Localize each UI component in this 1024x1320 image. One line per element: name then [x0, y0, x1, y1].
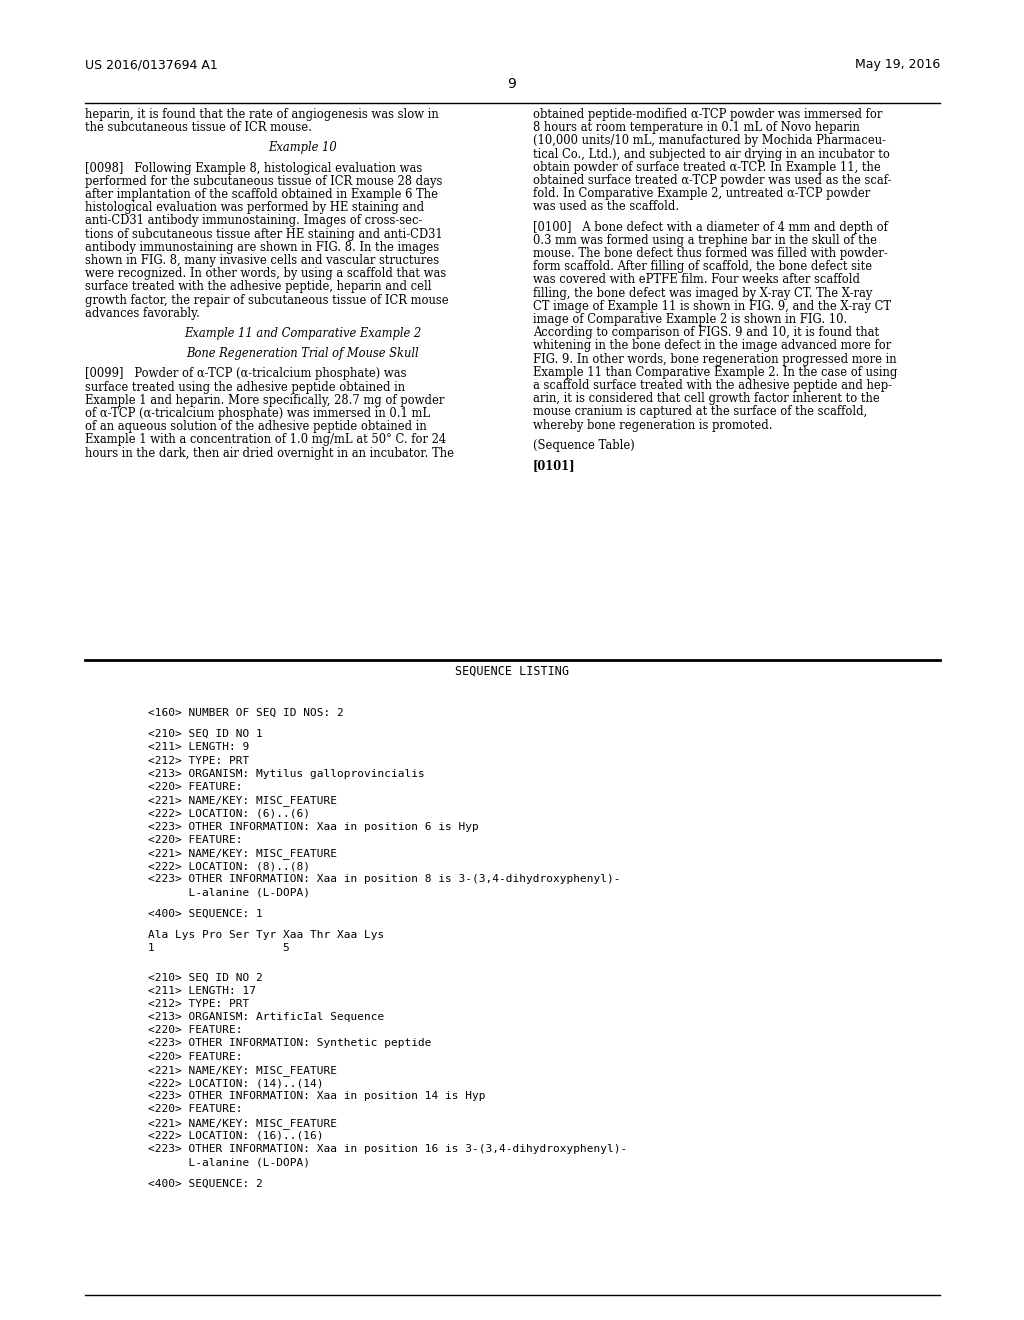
Text: anti-CD31 antibody immunostaining. Images of cross-sec-: anti-CD31 antibody immunostaining. Image…	[85, 214, 422, 227]
Text: Example 10: Example 10	[268, 141, 337, 154]
Text: Example 1 and heparin. More specifically, 28.7 mg of powder: Example 1 and heparin. More specifically…	[85, 393, 444, 407]
Text: SEQUENCE LISTING: SEQUENCE LISTING	[455, 665, 569, 678]
Text: were recognized. In other words, by using a scaffold that was: were recognized. In other words, by usin…	[85, 267, 446, 280]
Text: shown in FIG. 8, many invasive cells and vascular structures: shown in FIG. 8, many invasive cells and…	[85, 253, 439, 267]
Text: 9: 9	[508, 77, 516, 91]
Text: <223> OTHER INFORMATION: Xaa in position 14 is Hyp: <223> OTHER INFORMATION: Xaa in position…	[148, 1092, 485, 1101]
Text: surface treated with the adhesive peptide, heparin and cell: surface treated with the adhesive peptid…	[85, 280, 431, 293]
Text: Example 11 than Comparative Example 2. In the case of using: Example 11 than Comparative Example 2. I…	[534, 366, 897, 379]
Text: <222> LOCATION: (8)..(8): <222> LOCATION: (8)..(8)	[148, 861, 310, 871]
Text: of an aqueous solution of the adhesive peptide obtained in: of an aqueous solution of the adhesive p…	[85, 420, 427, 433]
Text: <212> TYPE: PRT: <212> TYPE: PRT	[148, 999, 249, 1008]
Text: growth factor, the repair of subcutaneous tissue of ICR mouse: growth factor, the repair of subcutaneou…	[85, 293, 449, 306]
Text: image of Comparative Example 2 is shown in FIG. 10.: image of Comparative Example 2 is shown …	[534, 313, 847, 326]
Text: mouse. The bone defect thus formed was filled with powder-: mouse. The bone defect thus formed was f…	[534, 247, 888, 260]
Text: <160> NUMBER OF SEQ ID NOS: 2: <160> NUMBER OF SEQ ID NOS: 2	[148, 708, 344, 718]
Text: Example 1 with a concentration of 1.0 mg/mL at 50° C. for 24: Example 1 with a concentration of 1.0 mg…	[85, 433, 446, 446]
Text: Bone Regeneration Trial of Mouse Skull: Bone Regeneration Trial of Mouse Skull	[186, 347, 419, 360]
Text: 8 hours at room temperature in 0.1 mL of Novo heparin: 8 hours at room temperature in 0.1 mL of…	[534, 121, 860, 135]
Text: <221> NAME/KEY: MISC_FEATURE: <221> NAME/KEY: MISC_FEATURE	[148, 795, 337, 807]
Text: FIG. 9. In other words, bone regeneration progressed more in: FIG. 9. In other words, bone regeneratio…	[534, 352, 897, 366]
Text: US 2016/0137694 A1: US 2016/0137694 A1	[85, 58, 218, 71]
Text: <221> NAME/KEY: MISC_FEATURE: <221> NAME/KEY: MISC_FEATURE	[148, 1065, 337, 1076]
Text: obtain powder of surface treated α-TCP. In Example 11, the: obtain powder of surface treated α-TCP. …	[534, 161, 881, 174]
Text: 1                   5: 1 5	[148, 944, 290, 953]
Text: <220> FEATURE:: <220> FEATURE:	[148, 1105, 243, 1114]
Text: <211> LENGTH: 9: <211> LENGTH: 9	[148, 742, 249, 752]
Text: (10,000 units/10 mL, manufactured by Mochida Pharmaceu-: (10,000 units/10 mL, manufactured by Moc…	[534, 135, 886, 148]
Text: <220> FEATURE:: <220> FEATURE:	[148, 1026, 243, 1035]
Text: <221> NAME/KEY: MISC_FEATURE: <221> NAME/KEY: MISC_FEATURE	[148, 1118, 337, 1129]
Text: <213> ORGANISM: ArtificIal Sequence: <213> ORGANISM: ArtificIal Sequence	[148, 1012, 384, 1022]
Text: May 19, 2016: May 19, 2016	[855, 58, 940, 71]
Text: L-alanine (L-DOPA): L-alanine (L-DOPA)	[148, 887, 310, 898]
Text: [0101]: [0101]	[534, 459, 575, 473]
Text: <220> FEATURE:: <220> FEATURE:	[148, 834, 243, 845]
Text: obtained peptide-modified α-TCP powder was immersed for: obtained peptide-modified α-TCP powder w…	[534, 108, 883, 121]
Text: was covered with ePTFE film. Four weeks after scaffold: was covered with ePTFE film. Four weeks …	[534, 273, 860, 286]
Text: antibody immunostaining are shown in FIG. 8. In the images: antibody immunostaining are shown in FIG…	[85, 240, 439, 253]
Text: <212> TYPE: PRT: <212> TYPE: PRT	[148, 755, 249, 766]
Text: after implantation of the scaffold obtained in Example 6 The: after implantation of the scaffold obtai…	[85, 187, 438, 201]
Text: arin, it is considered that cell growth factor inherent to the: arin, it is considered that cell growth …	[534, 392, 880, 405]
Text: histological evaluation was performed by HE staining and: histological evaluation was performed by…	[85, 201, 424, 214]
Text: [0100]   A bone defect with a diameter of 4 mm and depth of: [0100] A bone defect with a diameter of …	[534, 220, 888, 234]
Text: L-alanine (L-DOPA): L-alanine (L-DOPA)	[148, 1158, 310, 1167]
Text: mouse cranium is captured at the surface of the scaffold,: mouse cranium is captured at the surface…	[534, 405, 867, 418]
Text: <222> LOCATION: (14)..(14): <222> LOCATION: (14)..(14)	[148, 1078, 324, 1088]
Text: performed for the subcutaneous tissue of ICR mouse 28 days: performed for the subcutaneous tissue of…	[85, 174, 442, 187]
Text: form scaffold. After filling of scaffold, the bone defect site: form scaffold. After filling of scaffold…	[534, 260, 872, 273]
Text: tions of subcutaneous tissue after HE staining and anti-CD31: tions of subcutaneous tissue after HE st…	[85, 227, 442, 240]
Text: According to comparison of FIGS. 9 and 10, it is found that: According to comparison of FIGS. 9 and 1…	[534, 326, 880, 339]
Text: <211> LENGTH: 17: <211> LENGTH: 17	[148, 986, 256, 995]
Text: <210> SEQ ID NO 1: <210> SEQ ID NO 1	[148, 729, 263, 739]
Text: <222> LOCATION: (6)..(6): <222> LOCATION: (6)..(6)	[148, 808, 310, 818]
Text: 0.3 mm was formed using a trephine bar in the skull of the: 0.3 mm was formed using a trephine bar i…	[534, 234, 877, 247]
Text: tical Co., Ltd.), and subjected to air drying in an incubator to: tical Co., Ltd.), and subjected to air d…	[534, 148, 890, 161]
Text: obtained surface treated α-TCP powder was used as the scaf-: obtained surface treated α-TCP powder wa…	[534, 174, 892, 187]
Text: the subcutaneous tissue of ICR mouse.: the subcutaneous tissue of ICR mouse.	[85, 121, 312, 135]
Text: [0098]   Following Example 8, histological evaluation was: [0098] Following Example 8, histological…	[85, 161, 422, 174]
Text: <400> SEQUENCE: 2: <400> SEQUENCE: 2	[148, 1179, 263, 1188]
Text: whereby bone regeneration is promoted.: whereby bone regeneration is promoted.	[534, 418, 772, 432]
Text: <400> SEQUENCE: 1: <400> SEQUENCE: 1	[148, 908, 263, 919]
Text: fold. In Comparative Example 2, untreated α-TCP powder: fold. In Comparative Example 2, untreate…	[534, 187, 870, 201]
Text: whitening in the bone defect in the image advanced more for: whitening in the bone defect in the imag…	[534, 339, 891, 352]
Text: <220> FEATURE:: <220> FEATURE:	[148, 1052, 243, 1061]
Text: filling, the bone defect was imaged by X-ray CT. The X-ray: filling, the bone defect was imaged by X…	[534, 286, 872, 300]
Text: was used as the scaffold.: was used as the scaffold.	[534, 201, 679, 214]
Text: hours in the dark, then air dried overnight in an incubator. The: hours in the dark, then air dried overni…	[85, 446, 454, 459]
Text: <223> OTHER INFORMATION: Xaa in position 8 is 3-(3,4-dihydroxyphenyl)-: <223> OTHER INFORMATION: Xaa in position…	[148, 874, 621, 884]
Text: <220> FEATURE:: <220> FEATURE:	[148, 781, 243, 792]
Text: CT image of Example 11 is shown in FIG. 9, and the X-ray CT: CT image of Example 11 is shown in FIG. …	[534, 300, 891, 313]
Text: surface treated using the adhesive peptide obtained in: surface treated using the adhesive pepti…	[85, 380, 406, 393]
Text: heparin, it is found that the rate of angiogenesis was slow in: heparin, it is found that the rate of an…	[85, 108, 438, 121]
Text: [0099]   Powder of α-TCP (α-tricalcium phosphate) was: [0099] Powder of α-TCP (α-tricalcium pho…	[85, 367, 407, 380]
Text: Example 11 and Comparative Example 2: Example 11 and Comparative Example 2	[184, 327, 421, 341]
Text: advances favorably.: advances favorably.	[85, 306, 200, 319]
Text: <223> OTHER INFORMATION: Xaa in position 16 is 3-(3,4-dihydroxyphenyl)-: <223> OTHER INFORMATION: Xaa in position…	[148, 1144, 628, 1154]
Text: <210> SEQ ID NO 2: <210> SEQ ID NO 2	[148, 973, 263, 982]
Text: Ala Lys Pro Ser Tyr Xaa Thr Xaa Lys: Ala Lys Pro Ser Tyr Xaa Thr Xaa Lys	[148, 931, 384, 940]
Text: <213> ORGANISM: Mytilus galloprovincialis: <213> ORGANISM: Mytilus galloprovinciali…	[148, 768, 425, 779]
Text: <222> LOCATION: (16)..(16): <222> LOCATION: (16)..(16)	[148, 1131, 324, 1140]
Text: <221> NAME/KEY: MISC_FEATURE: <221> NAME/KEY: MISC_FEATURE	[148, 847, 337, 859]
Text: of α-TCP (α-tricalcium phosphate) was immersed in 0.1 mL: of α-TCP (α-tricalcium phosphate) was im…	[85, 407, 430, 420]
Text: <223> OTHER INFORMATION: Synthetic peptide: <223> OTHER INFORMATION: Synthetic pepti…	[148, 1039, 431, 1048]
Text: (Sequence Table): (Sequence Table)	[534, 438, 635, 451]
Text: a scaffold surface treated with the adhesive peptide and hep-: a scaffold surface treated with the adhe…	[534, 379, 892, 392]
Text: <223> OTHER INFORMATION: Xaa in position 6 is Hyp: <223> OTHER INFORMATION: Xaa in position…	[148, 821, 479, 832]
